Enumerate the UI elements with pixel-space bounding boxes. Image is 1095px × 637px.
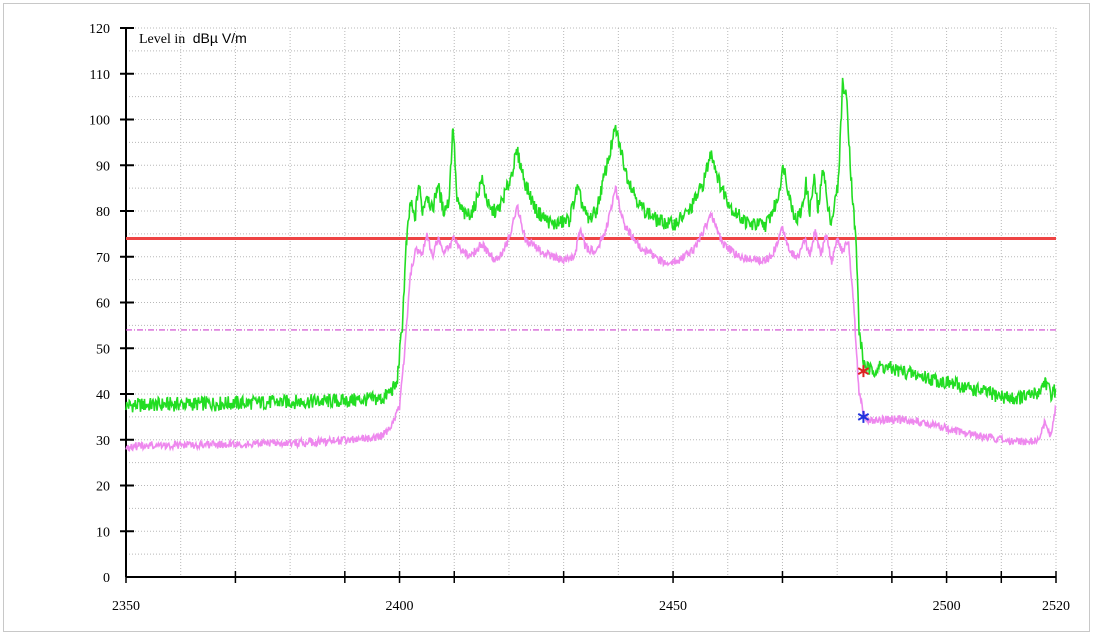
tick-labels: 0 10 20 30 40 50 60 70 80 90 100 110 120 2350 2400 2450… <box>89 22 1070 614</box>
marker-asterisk <box>857 365 870 378</box>
y-tick-label: 100 <box>89 114 110 129</box>
series-group <box>125 77 1057 452</box>
series-line <box>125 184 1057 452</box>
marker-asterisk <box>857 410 870 423</box>
marker-stroke <box>857 367 870 375</box>
y-tick-label: 50 <box>96 342 110 357</box>
y-tick-label: 120 <box>89 22 110 37</box>
grid-lines <box>126 27 1057 577</box>
y-tick-label: 80 <box>96 205 110 220</box>
markers-group <box>857 365 870 423</box>
y-tick-label: 70 <box>96 251 110 266</box>
y-tick-label: 0 <box>103 571 110 586</box>
limit-lines <box>126 236 1056 331</box>
x-tick-label: 2350 <box>112 599 140 614</box>
marker-stroke <box>857 413 870 421</box>
axes <box>120 27 1057 583</box>
x-tick-label: 2450 <box>659 599 687 614</box>
y-tick-label: 30 <box>96 434 110 449</box>
chart-frame <box>3 3 1090 632</box>
y-tick-label: 10 <box>96 525 110 540</box>
y-axis-label-unit: dBµ V/m <box>193 30 247 46</box>
y-tick-label: 110 <box>90 68 110 83</box>
y-tick-label: 40 <box>96 388 110 403</box>
y-axis-label-prefix: Level in <box>139 32 185 47</box>
y-tick-label: 60 <box>96 297 110 312</box>
y-axis-label: Level in dBµ V/m <box>139 30 247 47</box>
series-line <box>125 77 1057 413</box>
x-tick-label: 2500 <box>933 599 961 614</box>
x-tick-label: 2520 <box>1042 599 1070 614</box>
y-tick-label: 90 <box>96 159 110 174</box>
x-tick-label: 2400 <box>386 599 414 614</box>
y-tick-label: 20 <box>96 480 110 495</box>
